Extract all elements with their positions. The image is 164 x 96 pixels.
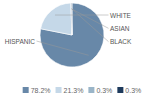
pie-slice bbox=[71, 3, 72, 35]
legend-label: 21.3% bbox=[64, 87, 84, 94]
slice-label: HISPANIC bbox=[5, 38, 36, 45]
slice-label: ASIAN bbox=[110, 25, 130, 32]
pie-slice bbox=[40, 3, 104, 67]
slices bbox=[40, 3, 104, 67]
labels: HISPANIC WHITE ASIAN BLACK bbox=[5, 9, 132, 56]
legend-label: 0.3% bbox=[125, 87, 141, 94]
legend-swatch bbox=[56, 87, 62, 93]
leader-line bbox=[71, 9, 108, 29]
pie-slice bbox=[41, 3, 72, 35]
slice-label: BLACK bbox=[110, 38, 132, 45]
pie-slice bbox=[71, 3, 73, 35]
legend-label: 78.2% bbox=[31, 87, 51, 94]
chart: HISPANIC WHITE ASIAN BLACK 78.2% 21.3% 0.3% 0.3… bbox=[0, 0, 164, 96]
leader-line bbox=[37, 41, 89, 55]
legend-swatch bbox=[23, 87, 29, 93]
leader-line bbox=[72, 9, 109, 42]
leader-line bbox=[55, 15, 109, 16]
legend-swatch bbox=[88, 87, 94, 93]
legend-label: 0.3% bbox=[96, 87, 112, 94]
slice-label: WHITE bbox=[110, 12, 132, 19]
legend-swatch bbox=[117, 87, 123, 93]
legend: 78.2% 21.3% 0.3% 0.3% bbox=[23, 87, 142, 94]
